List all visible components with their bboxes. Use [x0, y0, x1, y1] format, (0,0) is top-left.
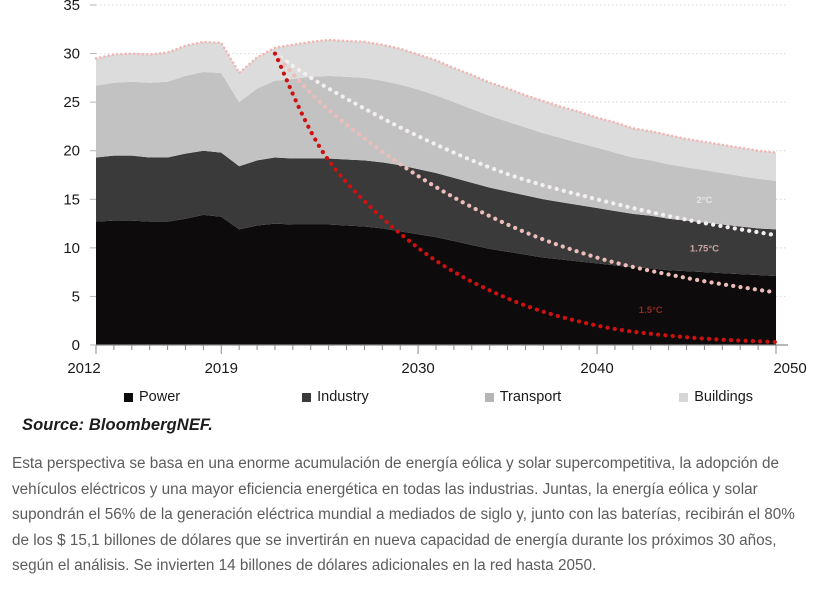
article-body: Esta perspectiva se basa en una enorme a…: [12, 451, 812, 595]
axes-group: [90, 4, 788, 354]
y-tick-label: 30: [63, 46, 80, 63]
legend-item-power[interactable]: Power: [124, 389, 180, 405]
legend-swatch-transport: [484, 392, 494, 402]
chart-legend: Power Industry Transport Buildings: [96, 386, 776, 408]
area-series-group: [96, 39, 776, 345]
area-series-buildings: [96, 39, 776, 181]
y-tick-label: 0: [72, 337, 80, 354]
emissions-stacked-area-chart: 2°C 1.75°C 1.5°C 0 5 10 15 20 25 30 35 2012 2019 20…: [63, 0, 806, 377]
legend-swatch-industry: [302, 392, 312, 402]
area-series-transport: [96, 72, 776, 230]
total-emissions-outline: [94, 38, 778, 154]
trajectory-line-2C: [272, 51, 779, 238]
area-series-power: [96, 214, 776, 345]
x-tick-label: 2050: [773, 360, 806, 377]
trajectory-line-1.75C: [272, 51, 779, 295]
x-tick-label: 2019: [205, 360, 238, 377]
legend-label-power: Power: [139, 389, 181, 405]
trajectory-label-2C: 2°C: [696, 195, 712, 206]
y-axis-tick-labels: 0 5 10 15 20 25 30 35: [63, 0, 80, 354]
x-tick-label: 2012: [67, 360, 100, 377]
y-tick-label: 25: [63, 94, 80, 111]
y-tick-label: 35: [63, 0, 80, 14]
trajectory-lines-group: [272, 51, 779, 345]
x-tick-label: 2040: [580, 360, 613, 377]
total-outline-group: [94, 38, 778, 154]
legend-label-industry: Industry: [317, 389, 369, 405]
y-tick-label: 15: [63, 191, 80, 208]
legend-item-buildings[interactable]: Buildings: [679, 389, 753, 405]
article-paragraph: Esta perspectiva se basa en una enorme a…: [12, 455, 795, 574]
legend-item-transport[interactable]: Transport: [484, 389, 562, 405]
chart-source-caption: Source: BloombergNEF.: [22, 416, 213, 434]
area-series-industry: [96, 150, 776, 277]
trajectory-line-1.5C: [272, 51, 779, 345]
y-tick-label: 20: [63, 143, 80, 160]
legend-swatch-power: [124, 392, 133, 402]
trajectory-label-1.5C: 1.5°C: [639, 305, 663, 316]
y-tick-label: 10: [63, 240, 80, 257]
x-tick-label: 2030: [401, 360, 434, 377]
legend-swatch-buildings: [679, 392, 689, 402]
legend-label-buildings: Buildings: [694, 389, 754, 405]
legend-item-industry[interactable]: Industry: [302, 389, 369, 405]
trajectory-labels-group: 2°C 1.75°C 1.5°C: [639, 195, 719, 316]
x-axis-tick-labels: 2012 2019 2030 2040 2050: [67, 360, 806, 377]
legend-label-transport: Transport: [499, 389, 562, 405]
y-tick-label: 5: [72, 288, 80, 305]
trajectory-label-1.75C: 1.75°C: [690, 244, 719, 255]
